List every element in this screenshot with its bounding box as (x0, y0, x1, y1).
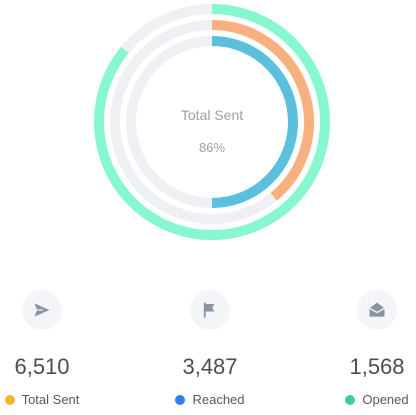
chart-center-value: 86% (198, 140, 226, 155)
legend-dot (175, 394, 186, 405)
legend-label: Reached (192, 392, 245, 407)
legend-label: Total Sent (21, 392, 80, 407)
stat-value: 6,510 (14, 354, 70, 379)
legend-item-reached: Reached (140, 392, 280, 407)
radial-progress-chart (94, 4, 330, 240)
legend-item-total-sent: Total Sent (0, 392, 112, 407)
stat-reached: 3,487 Reached (140, 290, 280, 407)
legend-item-opened: Opened (307, 392, 416, 407)
stat-opened: 1,568 Opened (307, 290, 416, 407)
chart-center-title: Total Sent (180, 107, 244, 123)
stat-total-sent: 6,510 Total Sent (0, 290, 112, 407)
mail-open-icon (357, 290, 397, 330)
ring-arc-opened (94, 4, 330, 240)
ring-arc-total-sent (211, 36, 298, 208)
stat-value: 3,487 (182, 354, 238, 379)
stat-value: 1,568 (349, 354, 405, 379)
legend-dot (4, 394, 15, 405)
legend-label: Opened (362, 392, 409, 407)
ring-arc-reached (211, 20, 314, 201)
flag-icon (190, 290, 230, 330)
legend-dot (345, 394, 356, 405)
send-icon (22, 290, 62, 330)
